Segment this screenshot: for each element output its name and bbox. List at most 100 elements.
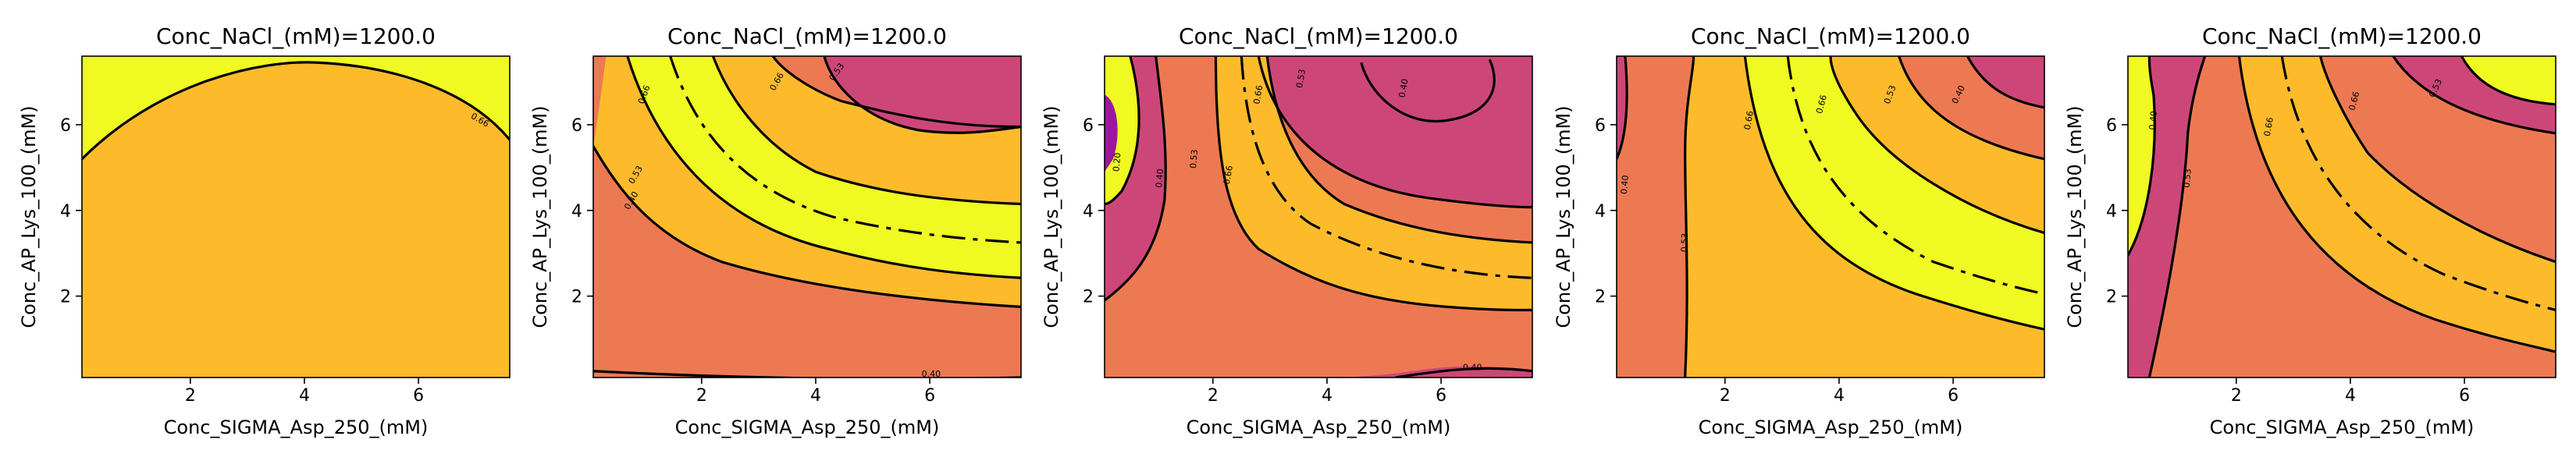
contour-level-label: 0.66 (2262, 116, 2275, 136)
x-axis-label: Conc_SIGMA_Asp_250_(mM) (675, 417, 940, 438)
axes-frame (81, 55, 511, 378)
contour-line (1967, 56, 2044, 108)
x-tick-label: 4 (2345, 386, 2356, 406)
chart-panel-5: 0.400.530.660.660.532 4 6246Conc_NaCl_(mM)… (2064, 23, 2556, 438)
axes-frame (592, 55, 1022, 378)
x-tick-label: 6 (413, 386, 424, 406)
contour-line (1267, 56, 1532, 243)
contour-level-label: 0.53 (1679, 232, 1690, 252)
x-tick-label: 4 (810, 386, 821, 406)
contour-region (1105, 94, 1118, 172)
x-tick-label: 6 (1948, 386, 1959, 406)
contour-line (1788, 56, 2044, 294)
contour-line (1685, 56, 1694, 378)
contour-level-label: 0.40 (1154, 168, 1165, 189)
chart-panel-1: 0.66 2 4 6 2 4 6 Conc_NaCl_(mM)=1200.0 Conc_SIGM… (18, 23, 511, 438)
contour-level-label: 0.40 (2147, 111, 2159, 131)
y-tick-label: 4 (1083, 202, 1094, 222)
y-tick-label: 6 (2106, 116, 2117, 136)
contour-line (593, 146, 1021, 307)
y-axis-label: Conc_AP_Lys_100_(mM) (1553, 105, 1574, 328)
y-tick-label: 6 (571, 116, 582, 136)
contour-level-label: 0.40 (922, 369, 941, 379)
contour-line (1241, 56, 1532, 278)
contour-level-label: 0.53 (1294, 69, 1308, 89)
contour-level-label: 0.40 (1397, 78, 1411, 98)
contour-region (82, 56, 510, 159)
contour-line (2239, 56, 2556, 352)
x-tick-label: 2 (2231, 386, 2242, 406)
contour-plot-area: 0.66 (82, 56, 510, 378)
contour-line (2128, 56, 2154, 255)
x-tick-label: 6 (924, 386, 935, 406)
x-tick-label: 2 (1720, 386, 1731, 406)
contour-region (2128, 332, 2150, 378)
chart-panel-3: 0.40 0.53 0.66 0.66 0.53 0.40 0.40 0.20 2 4 6 2 4 6 Co… (1041, 23, 1533, 438)
y-tick-label: 2 (1083, 288, 1094, 307)
contour-region (2239, 56, 2556, 353)
contour-line (773, 56, 1021, 127)
contour-level-label: 0.66 (1222, 165, 1235, 185)
contour-plot-area: 0.660.530.400.66 0.530.40 (593, 56, 1021, 379)
y-tick-label: 6 (1083, 116, 1094, 136)
contour-line (628, 56, 1021, 278)
contour-level-label: 0.53 (1188, 149, 1200, 169)
contour-region (1105, 56, 1140, 204)
contour-region (1361, 59, 1495, 122)
chart-panel-4: 0.400.530.660.66 0.53 0.402 4 6246Conc_NaCl_… (1553, 23, 2045, 438)
contour-line (2149, 56, 2204, 378)
y-axis-label: Conc_AP_Lys_100_(mM) (529, 105, 551, 328)
contour-line (1105, 56, 1165, 300)
contour-region (627, 56, 1021, 278)
contour-line (2321, 56, 2556, 262)
x-axis-label: Conc_SIGMA_Asp_250_(mM) (2210, 417, 2475, 438)
chart-panel-2: 0.660.530.400.66 0.530.40 2 4 6 2 4 6 Conc_NaCl_… (529, 23, 1022, 438)
contour-plot-area: 0.40 0.53 0.66 0.66 0.53 0.40 0.40 0.20 (1105, 56, 1532, 378)
contour-line (1215, 56, 1532, 310)
axes-frame (1616, 55, 2045, 378)
contour-line (593, 371, 1021, 379)
contour-region (2461, 56, 2556, 105)
contour-level-label: 0.53 (2182, 168, 2194, 189)
contour-line (2393, 56, 2556, 133)
contour-line (671, 56, 1021, 243)
contour-level-label: 0.66 (1742, 110, 1756, 130)
contour-line (1831, 56, 2044, 233)
contour-region (82, 56, 510, 378)
contour-region (1617, 56, 1628, 159)
chart-title: Conc_NaCl_(mM)=1200.0 (667, 23, 947, 49)
chart-title: Conc_NaCl_(mM)=1200.0 (156, 23, 436, 49)
contour-line (1258, 56, 1532, 207)
x-tick-label: 2 (185, 386, 196, 406)
y-tick-label: 2 (1595, 288, 1606, 307)
contour-level-label: 0.40 (1619, 175, 1631, 195)
y-tick-label: 6 (60, 116, 71, 136)
y-tick-label: 2 (2106, 288, 2117, 307)
chart-title: Conc_NaCl_(mM)=1200.0 (1179, 23, 1458, 49)
contour-line (1617, 56, 1627, 159)
y-tick-label: 4 (571, 202, 582, 222)
x-tick-label: 2 (696, 386, 707, 406)
y-tick-label: 6 (1595, 116, 1606, 136)
contour-level-label: 0.40 (1463, 363, 1482, 373)
axes-frame (1104, 55, 1533, 378)
contour-level-label: 0.66 (1814, 94, 1829, 115)
y-axis-label: Conc_AP_Lys_100_(mM) (1041, 105, 1062, 328)
x-tick-label: 4 (1322, 386, 1332, 406)
x-axis-label: Conc_SIGMA_Asp_250_(mM) (164, 417, 429, 438)
chart-title: Conc_NaCl_(mM)=1200.0 (1691, 23, 1970, 49)
y-tick-label: 4 (2106, 202, 2117, 222)
x-axis-label: Conc_SIGMA_Asp_250_(mM) (1699, 417, 1963, 438)
x-tick-label: 4 (1834, 386, 1845, 406)
contour-region (1967, 56, 2044, 108)
contour-line (2461, 56, 2556, 105)
contour-region (1215, 56, 1532, 310)
contour-plot-area: 0.400.530.660.660.53 (2128, 56, 2556, 378)
axes-frame (2127, 55, 2556, 378)
contour-region (1745, 56, 2044, 330)
contour-line (713, 56, 1021, 204)
contour-line (1361, 59, 1494, 121)
y-axis-label: Conc_AP_Lys_100_(mM) (2064, 105, 2086, 328)
y-tick-label: 4 (60, 202, 71, 222)
